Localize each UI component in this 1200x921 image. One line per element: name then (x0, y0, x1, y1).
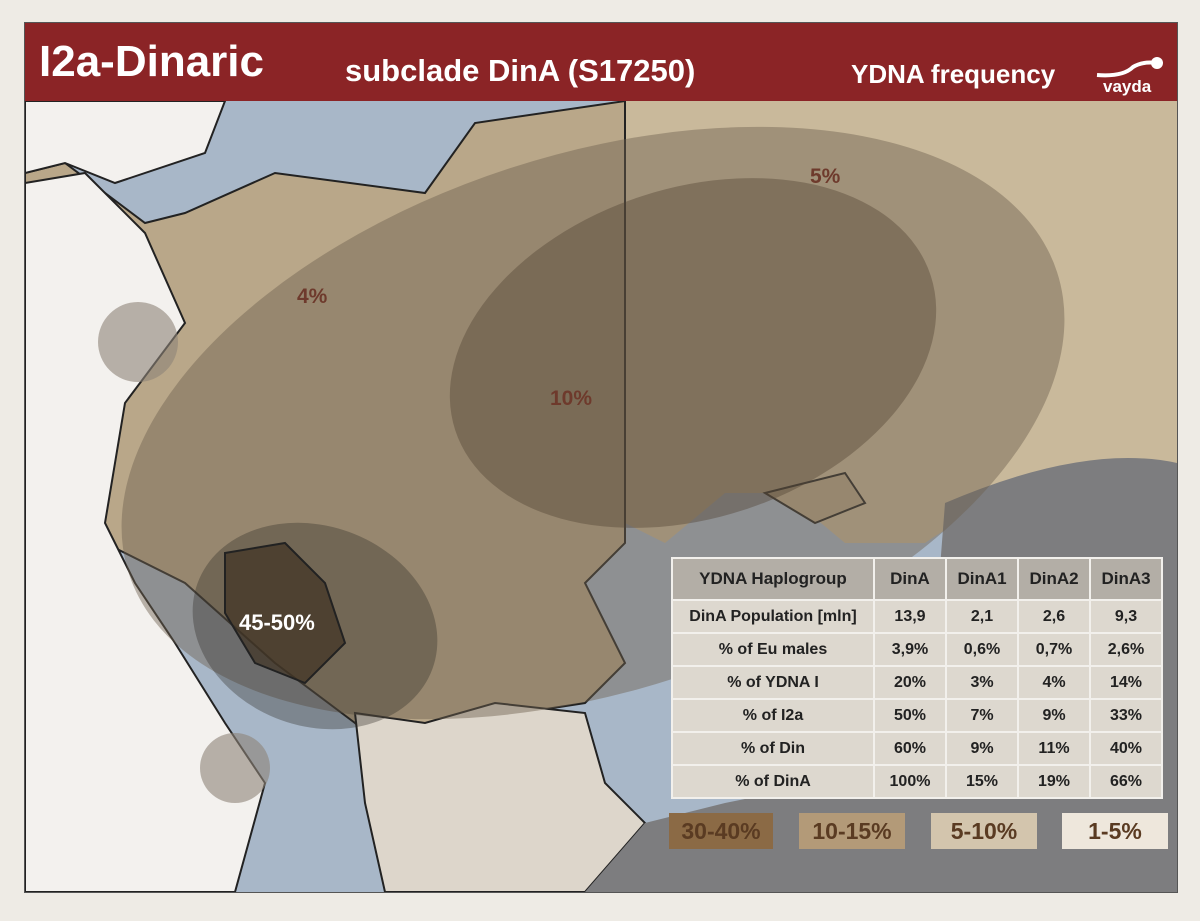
table-header: DinA3 (1089, 557, 1163, 601)
table-header: DinA1 (945, 557, 1019, 601)
zone-spot-west (98, 302, 178, 382)
cell: 4% (1017, 665, 1091, 700)
cell: 14% (1089, 665, 1163, 700)
frequency-label: YDNA frequency (851, 59, 1056, 89)
legend-10-15: 10-15% (799, 813, 905, 849)
label-5pct: 5% (810, 165, 841, 188)
cell: 0,6% (945, 632, 1019, 667)
zone-10pct (449, 178, 937, 528)
row-label: % of Din (671, 731, 875, 766)
table-header: DinA2 (1017, 557, 1091, 601)
land-central (25, 99, 627, 785)
table-header: YDNA Haplogroup (671, 557, 875, 601)
label-4pct: 4% (297, 285, 328, 308)
cell: 11% (1017, 731, 1091, 766)
logo-text: vayda (1103, 77, 1152, 96)
table-row: % of YDNA I 20% 3% 4% 14% (671, 665, 1163, 700)
row-label: DinA Population [mln] (671, 599, 875, 634)
table-row: % of Din 60% 9% 11% 40% (671, 731, 1163, 766)
land-east (625, 101, 1177, 543)
cell: 3% (945, 665, 1019, 700)
cell: 9% (1017, 698, 1091, 733)
land-west (25, 171, 267, 892)
table-row: DinA Population [mln] 13,9 2,1 2,6 9,3 (671, 599, 1163, 634)
cell: 33% (1089, 698, 1163, 733)
map-frame: I2a-Dinaric subclade DinA (S17250) YDNA … (24, 22, 1178, 893)
zone-spot-italy (200, 733, 270, 803)
cell: 0,7% (1017, 632, 1091, 667)
table-header-row: YDNA Haplogroup DinA DinA1 DinA2 DinA3 (671, 557, 1163, 601)
land-balkans-south (353, 701, 647, 892)
cell: 9,3 (1089, 599, 1163, 634)
row-label: % of Eu males (671, 632, 875, 667)
table-row: % of DinA 100% 15% 19% 66% (671, 764, 1163, 799)
cell: 20% (873, 665, 947, 700)
vayda-logo-icon (1096, 57, 1163, 78)
cell: 2,1 (945, 599, 1019, 634)
cell: 50% (873, 698, 947, 733)
label-10pct: 10% (550, 387, 593, 410)
cell: 66% (1089, 764, 1163, 799)
cell: 2,6 (1017, 599, 1091, 634)
cell: 9% (945, 731, 1019, 766)
table-row: % of Eu males 3,9% 0,6% 0,7% 2,6% (671, 632, 1163, 667)
label-core: 45-50% (239, 610, 315, 635)
row-label: % of I2a (671, 698, 875, 733)
row-label: % of DinA (671, 764, 875, 799)
map-title: I2a-Dinaric (39, 37, 264, 86)
cell: 3,9% (873, 632, 947, 667)
cell: 7% (945, 698, 1019, 733)
cell: 40% (1089, 731, 1163, 766)
table-header: DinA (873, 557, 947, 601)
table-row: % of I2a 50% 7% 9% 33% (671, 698, 1163, 733)
cell: 13,9 (873, 599, 947, 634)
row-label: % of YDNA I (671, 665, 875, 700)
cell: 100% (873, 764, 947, 799)
cell: 60% (873, 731, 947, 766)
cell: 15% (945, 764, 1019, 799)
bosnia (224, 541, 347, 685)
crimea (762, 471, 867, 525)
legend-30-40: 30-40% (669, 813, 773, 849)
header-bar: I2a-Dinaric subclade DinA (S17250) YDNA … (25, 23, 1177, 101)
map-subtitle: subclade DinA (S17250) (345, 53, 696, 88)
land-north (25, 100, 227, 185)
legend-1-5: 1-5% (1062, 813, 1168, 849)
haplogroup-table: YDNA Haplogroup DinA DinA1 DinA2 DinA3 D… (671, 557, 1163, 799)
legend-5-10: 5-10% (931, 813, 1037, 849)
cell: 19% (1017, 764, 1091, 799)
cell: 2,6% (1089, 632, 1163, 667)
